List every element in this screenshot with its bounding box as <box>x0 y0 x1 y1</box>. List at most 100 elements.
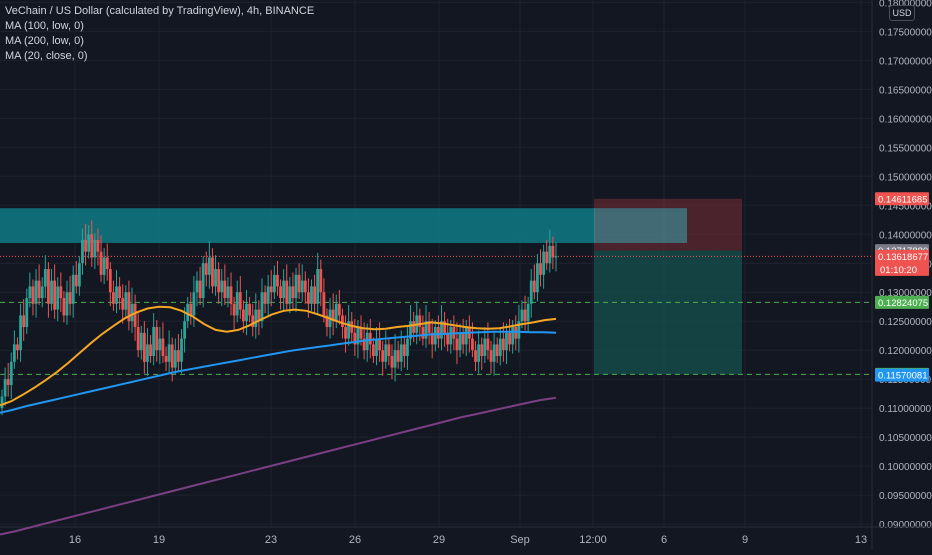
x-tick-label: 16 <box>69 534 81 546</box>
price-label-bg <box>875 368 929 382</box>
candle-body <box>155 327 159 351</box>
candle-body <box>433 327 437 345</box>
candle-body <box>164 355 168 362</box>
candle-body <box>180 338 183 362</box>
candle-body <box>96 240 100 252</box>
candle-body <box>542 251 546 275</box>
candle-body <box>393 350 397 368</box>
candle-body <box>353 332 357 345</box>
candle-body <box>3 379 7 397</box>
candle-body <box>368 332 372 345</box>
symbol-title[interactable]: VeChain / US Dollar (calculated by Tradi… <box>5 5 315 17</box>
candle-body <box>539 263 542 275</box>
y-tick-label: 0.14000000 <box>879 230 932 241</box>
candle-body <box>498 338 502 356</box>
price-label-target: 0.14611685 <box>875 192 929 206</box>
candle-body <box>195 280 199 293</box>
x-tick-label: 12:00 <box>579 534 607 546</box>
candle-body <box>375 338 378 356</box>
candle-body <box>480 344 484 356</box>
y-tick-label: 0.09500000 <box>879 491 932 502</box>
candle-body <box>492 344 496 362</box>
x-tick-label: 19 <box>153 534 165 546</box>
candle-body <box>322 292 326 316</box>
candle-body <box>9 361 13 385</box>
candle-body <box>390 355 394 368</box>
x-tick-label: 29 <box>433 534 445 546</box>
candle-body <box>207 257 211 275</box>
candle-body <box>0 396 4 409</box>
candle-body <box>220 280 224 293</box>
candle-body <box>251 315 255 328</box>
candle-body <box>297 274 301 293</box>
candle-body <box>177 350 180 362</box>
candle-body <box>263 292 267 304</box>
candle-body <box>56 286 60 310</box>
legend-ma100[interactable]: MA (100, low, 0) <box>5 20 84 32</box>
candle-body <box>118 286 122 299</box>
legend-ma20[interactable]: MA (20, close, 0) <box>5 50 88 62</box>
candle-body <box>37 280 41 299</box>
y-tick-label: 0.14500000 <box>879 201 932 212</box>
candle-body <box>28 286 32 299</box>
x-tick-label: 23 <box>265 534 277 546</box>
legend-ma200[interactable]: MA (200, low, 0) <box>5 35 84 47</box>
candle-body <box>303 280 307 293</box>
candle-body <box>436 327 440 339</box>
candle-body <box>136 327 140 351</box>
candle-body <box>424 321 428 339</box>
candle-body <box>520 309 524 322</box>
candle-body <box>124 292 128 310</box>
currency-badge[interactable]: USD <box>889 5 915 21</box>
candle-body <box>341 315 344 328</box>
candle-body <box>316 269 320 304</box>
candle-body <box>12 344 16 362</box>
candle-body <box>269 286 273 293</box>
y-tick-label: 0.15000000 <box>879 172 932 183</box>
candle-body <box>71 274 75 304</box>
candle-body <box>291 286 295 299</box>
candle-body <box>170 344 174 368</box>
candle-body <box>87 234 91 252</box>
candle-body <box>545 251 549 264</box>
candle-body <box>201 263 205 299</box>
candle-body <box>238 292 242 310</box>
candle-body <box>146 344 149 362</box>
candle-body <box>384 344 388 362</box>
candle-body <box>40 286 44 299</box>
candle-body <box>167 344 171 362</box>
candle-body <box>319 269 323 293</box>
candle-body <box>399 344 403 362</box>
candle-body <box>427 321 431 333</box>
candle-body <box>396 350 400 362</box>
y-tick-label: 0.16500000 <box>879 85 932 96</box>
candle-body <box>449 327 453 345</box>
candle-body <box>409 321 412 339</box>
y-tick-label: 0.10000000 <box>879 462 932 473</box>
candle-body <box>65 292 69 316</box>
candle-body <box>211 257 214 287</box>
y-tick-label: 0.17000000 <box>879 56 932 67</box>
candle-body <box>331 309 335 322</box>
candle-body <box>365 332 369 351</box>
candle-body <box>189 303 193 316</box>
candle-body <box>183 321 187 339</box>
candle-body <box>115 286 118 304</box>
candle-body <box>288 286 292 304</box>
candle-body <box>102 257 106 275</box>
price-label-text: 0.14611685 <box>878 194 928 205</box>
candle-body <box>50 280 53 304</box>
candle-body <box>477 344 481 362</box>
price-label-bg <box>875 192 929 206</box>
price-label-bg <box>875 249 929 276</box>
price-countdown-text: 01:10:20 <box>880 265 917 276</box>
candle-body <box>127 292 131 322</box>
x-tick-label: Sep <box>510 534 530 546</box>
candle-body <box>223 280 227 299</box>
candle-body <box>455 338 459 351</box>
candle-body <box>483 338 487 356</box>
candle-body <box>536 263 539 293</box>
